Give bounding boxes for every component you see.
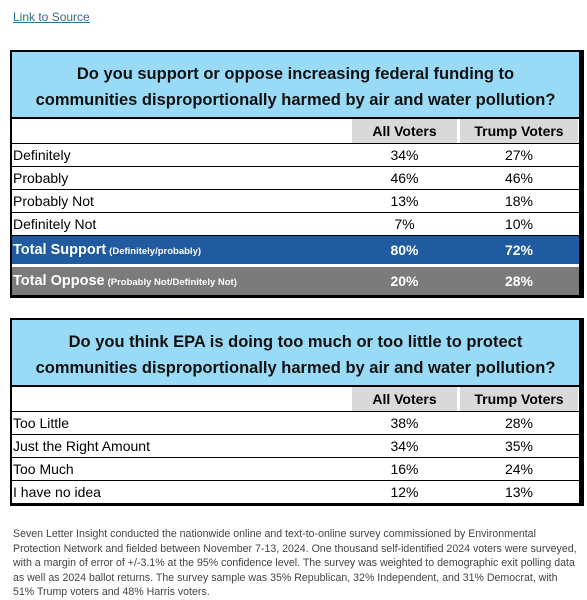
cell-value: 12%	[390, 484, 419, 500]
total-note: (Definitely/probably)	[109, 246, 202, 257]
source-link[interactable]: Link to Source	[13, 10, 90, 24]
total-row: Total Oppose (Probably Not/Definitely Not…	[12, 267, 579, 295]
cell-value: 27%	[504, 147, 534, 163]
column-header: All Voters	[352, 387, 457, 411]
data-row: Too Little 38% 28%	[12, 412, 579, 435]
total-label: Total Oppose	[13, 273, 105, 289]
header-row: All Voters Trump Voters	[12, 119, 579, 144]
row-label: Too Little	[13, 415, 70, 431]
total-value: 80%	[352, 236, 457, 264]
data-row: Probably Not 13% 18%	[12, 190, 579, 213]
cell-value: 35%	[504, 438, 534, 454]
data-row: Probably 46% 46%	[12, 167, 579, 190]
cell-value: 38%	[390, 415, 419, 431]
data-row: Too Much 16% 24%	[12, 458, 579, 481]
row-label: Definitely	[13, 147, 71, 163]
row-label: Probably Not	[13, 193, 94, 209]
footnote: Seven Letter Insight conducted the natio…	[13, 528, 577, 598]
data-row: Just the Right Amount 34% 35%	[12, 435, 579, 458]
survey-table: Do you support or oppose increasing fede…	[10, 50, 584, 298]
total-row: Total Support (Definitely/probably) 80% 72%	[12, 236, 579, 267]
total-label: Total Support	[13, 242, 107, 258]
row-label: Definitely Not	[13, 216, 97, 232]
cell-value: 18%	[504, 193, 534, 209]
question: Do you support or oppose increasing fede…	[12, 52, 579, 119]
data-row: I have no idea 12% 13%	[12, 481, 579, 503]
header-blank	[12, 387, 349, 411]
total-label-cell: Total Oppose (Probably Not/Definitely Not…	[12, 267, 349, 295]
row-label: Too Much	[13, 461, 74, 477]
column-header: Trump Voters	[460, 387, 578, 411]
cell-value: 34%	[390, 147, 419, 163]
total-note: (Probably Not/Definitely Not)	[107, 277, 237, 288]
row-label: I have no idea	[13, 484, 101, 500]
cell-value: 13%	[504, 484, 534, 500]
cell-value: 34%	[390, 438, 419, 454]
header-row: All Voters Trump Voters	[12, 387, 579, 412]
cell-value: 24%	[504, 461, 534, 477]
column-header: Trump Voters	[460, 119, 578, 143]
data-row: Definitely Not 7% 10%	[12, 213, 579, 236]
cell-value: 46%	[504, 170, 534, 186]
cell-value: 16%	[390, 461, 419, 477]
survey-table: Do you think EPA is doing too much or to…	[10, 318, 584, 506]
total-value: 72%	[460, 236, 578, 264]
column-header: All Voters	[352, 119, 457, 143]
total-value: 28%	[460, 267, 578, 295]
total-value: 20%	[352, 267, 457, 295]
data-row: Definitely 34% 27%	[12, 144, 579, 167]
row-label: Probably	[13, 170, 69, 186]
row-label: Just the Right Amount	[13, 438, 150, 454]
cell-value: 10%	[504, 216, 534, 232]
cell-value: 28%	[504, 415, 534, 431]
cell-value: 13%	[390, 193, 419, 209]
cell-value: 7%	[394, 216, 415, 232]
cell-value: 46%	[390, 170, 419, 186]
header-blank	[12, 119, 349, 143]
question: Do you think EPA is doing too much or to…	[12, 320, 579, 387]
total-label-cell: Total Support (Definitely/probably)	[12, 236, 349, 264]
